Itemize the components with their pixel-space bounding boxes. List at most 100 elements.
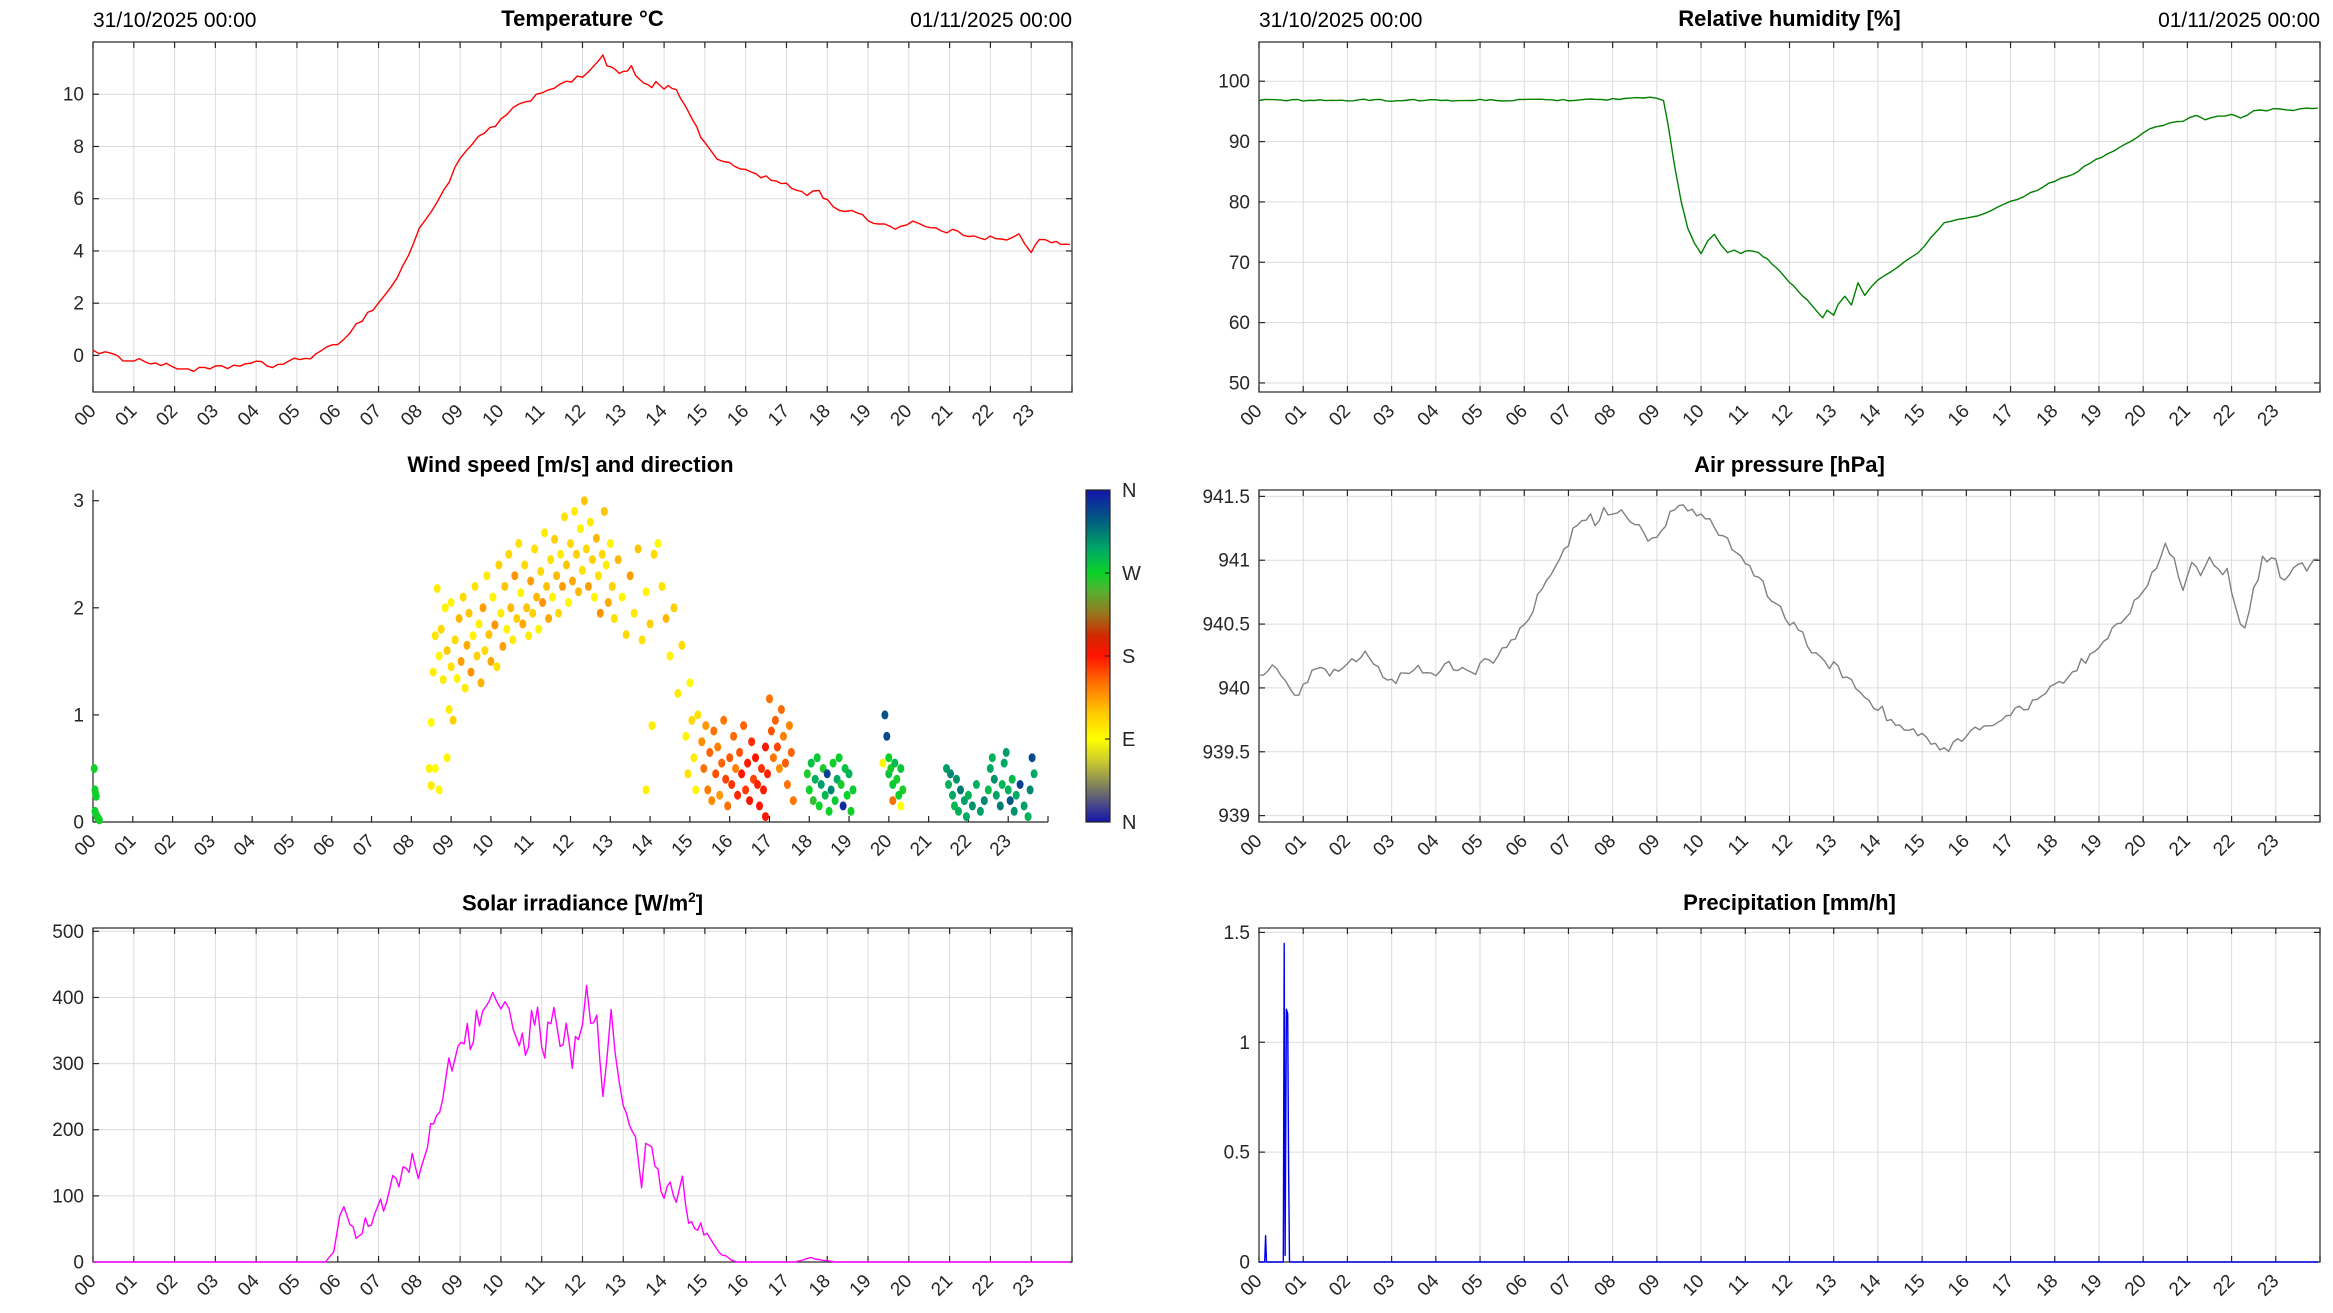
svg-text:23: 23 [2254, 401, 2284, 431]
svg-text:0: 0 [1239, 1253, 1250, 1274]
svg-text:12: 12 [1767, 831, 1797, 861]
svg-text:13: 13 [1811, 401, 1841, 431]
svg-text:21: 21 [2165, 401, 2195, 431]
svg-text:941.5: 941.5 [1202, 487, 1250, 508]
svg-text:20: 20 [2121, 401, 2151, 431]
svg-text:S: S [1122, 646, 1135, 668]
svg-text:10: 10 [63, 85, 84, 106]
svg-text:17: 17 [764, 401, 794, 431]
svg-text:08: 08 [1590, 401, 1620, 431]
svg-text:200: 200 [52, 1120, 84, 1141]
svg-text:1.5: 1.5 [1224, 923, 1250, 944]
svg-text:22: 22 [946, 831, 976, 861]
svg-text:10: 10 [479, 401, 509, 431]
svg-text:12: 12 [560, 1271, 590, 1301]
svg-text:03: 03 [1369, 1271, 1399, 1301]
svg-text:02: 02 [1325, 831, 1355, 861]
svg-text:939: 939 [1218, 806, 1250, 827]
svg-text:18: 18 [787, 831, 817, 861]
svg-text:21: 21 [2165, 1271, 2195, 1301]
svg-text:11: 11 [1724, 831, 1753, 860]
svg-text:N: N [1122, 812, 1136, 834]
svg-text:20: 20 [887, 1271, 917, 1301]
svg-text:19: 19 [846, 401, 876, 431]
svg-text:20: 20 [867, 831, 897, 861]
svg-text:80: 80 [1229, 192, 1250, 213]
svg-text:21: 21 [906, 831, 936, 861]
svg-text:940.5: 940.5 [1202, 615, 1250, 636]
svg-text:20: 20 [887, 401, 917, 431]
svg-text:01: 01 [112, 401, 142, 431]
svg-text:06: 06 [316, 1271, 346, 1301]
svg-text:14: 14 [642, 400, 672, 430]
svg-text:11: 11 [1724, 1271, 1753, 1300]
svg-text:07: 07 [356, 401, 386, 431]
svg-text:01: 01 [112, 1271, 142, 1301]
svg-text:19: 19 [827, 831, 857, 861]
svg-text:17: 17 [764, 1271, 794, 1301]
svg-text:02: 02 [1325, 1271, 1355, 1301]
svg-text:10: 10 [469, 831, 499, 861]
svg-text:11: 11 [1724, 401, 1753, 430]
svg-text:07: 07 [349, 831, 379, 861]
svg-text:300: 300 [52, 1054, 84, 1075]
svg-text:04: 04 [234, 400, 264, 430]
svg-text:06: 06 [310, 831, 340, 861]
svg-text:14: 14 [1856, 1270, 1886, 1300]
svg-text:06: 06 [1502, 1271, 1532, 1301]
svg-text:00: 00 [1237, 401, 1267, 431]
svg-text:01: 01 [111, 831, 141, 861]
svg-text:01: 01 [1281, 1271, 1311, 1301]
svg-text:19: 19 [2077, 831, 2107, 861]
svg-text:18: 18 [2033, 1271, 2063, 1301]
svg-text:17: 17 [1988, 401, 2018, 431]
svg-text:E: E [1122, 729, 1135, 751]
svg-text:15: 15 [1900, 1271, 1930, 1301]
svg-text:09: 09 [429, 831, 459, 861]
svg-text:50: 50 [1229, 373, 1250, 394]
svg-text:05: 05 [1458, 401, 1488, 431]
svg-text:06: 06 [1502, 401, 1532, 431]
svg-text:1: 1 [1239, 1033, 1250, 1054]
svg-text:09: 09 [1635, 1271, 1665, 1301]
svg-text:18: 18 [2033, 401, 2063, 431]
svg-text:16: 16 [1944, 831, 1974, 861]
svg-text:15: 15 [1900, 401, 1930, 431]
svg-text:03: 03 [190, 831, 220, 861]
svg-text:09: 09 [438, 401, 468, 431]
svg-text:17: 17 [1988, 1271, 2018, 1301]
svg-text:08: 08 [1590, 831, 1620, 861]
svg-text:08: 08 [1590, 1271, 1620, 1301]
svg-text:15: 15 [1900, 831, 1930, 861]
svg-text:05: 05 [1458, 1271, 1488, 1301]
svg-text:09: 09 [438, 1271, 468, 1301]
svg-text:13: 13 [601, 401, 631, 431]
svg-text:04: 04 [1414, 830, 1444, 860]
svg-text:06: 06 [316, 401, 346, 431]
svg-text:06: 06 [1502, 831, 1532, 861]
svg-text:18: 18 [805, 1271, 835, 1301]
svg-text:13: 13 [1811, 1271, 1841, 1301]
svg-text:15: 15 [683, 1271, 713, 1301]
svg-text:10: 10 [1679, 1271, 1709, 1301]
svg-text:16: 16 [1944, 401, 1974, 431]
svg-text:23: 23 [1009, 1271, 1039, 1301]
svg-text:00: 00 [71, 401, 101, 431]
svg-text:01: 01 [1281, 831, 1311, 861]
svg-text:13: 13 [1811, 831, 1841, 861]
svg-text:23: 23 [2254, 1271, 2284, 1301]
svg-text:17: 17 [747, 831, 777, 861]
svg-text:08: 08 [397, 1271, 427, 1301]
svg-text:16: 16 [1944, 1271, 1974, 1301]
svg-text:03: 03 [193, 1271, 223, 1301]
svg-text:18: 18 [2033, 831, 2063, 861]
svg-text:14: 14 [1856, 830, 1886, 860]
svg-text:07: 07 [1546, 831, 1576, 861]
svg-text:22: 22 [2209, 831, 2239, 861]
svg-text:100: 100 [52, 1186, 84, 1207]
svg-text:22: 22 [2209, 401, 2239, 431]
svg-text:02: 02 [152, 1271, 182, 1301]
svg-text:03: 03 [1369, 401, 1399, 431]
svg-text:22: 22 [968, 1271, 998, 1301]
svg-text:00: 00 [1237, 831, 1267, 861]
